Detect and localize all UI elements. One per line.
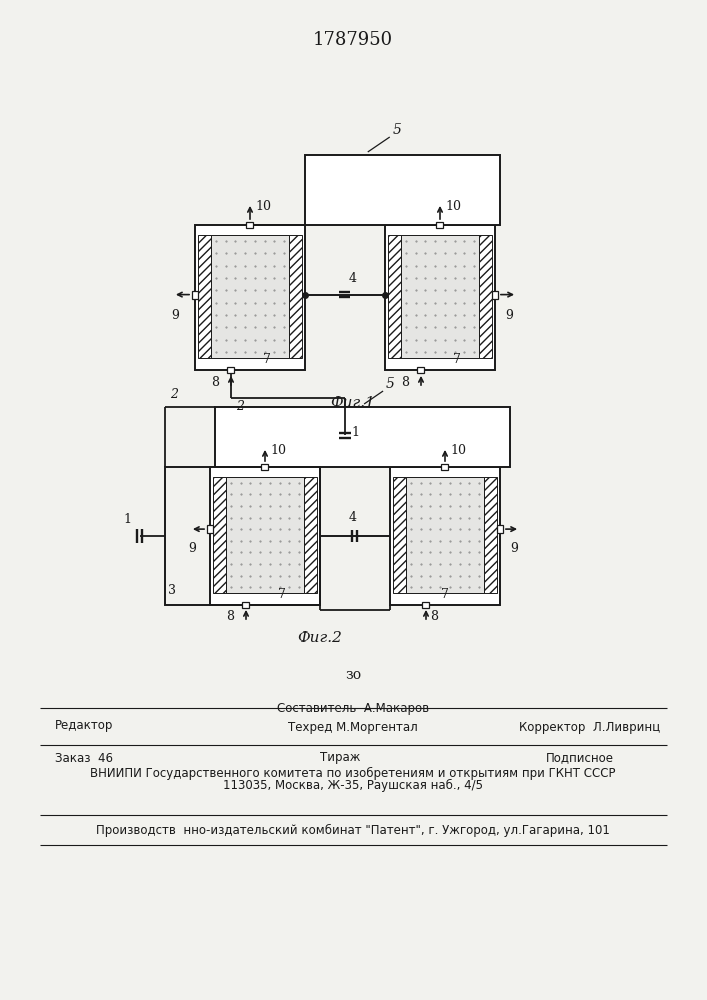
Text: 7: 7	[441, 588, 449, 601]
Bar	[304, 477, 317, 593]
Bar	[418, 367, 424, 373]
Bar	[479, 235, 492, 358]
Text: 5: 5	[393, 123, 402, 137]
Text: 3: 3	[168, 584, 176, 597]
Bar	[484, 477, 497, 593]
Bar	[213, 477, 226, 593]
Text: Заказ  46: Заказ 46	[55, 752, 113, 764]
Text: Производств  нно-издательский комбинат "Патент", г. Ужгород, ул.Гагарина, 101: Производств нно-издательский комбинат "П…	[96, 823, 610, 837]
Text: Корректор  Л.Ливринц: Корректор Л.Ливринц	[520, 720, 660, 734]
Text: 5: 5	[386, 377, 395, 391]
Text: 2: 2	[236, 400, 244, 413]
Bar	[401, 235, 479, 358]
Bar	[192, 291, 198, 299]
Bar	[423, 602, 429, 608]
Text: 10: 10	[445, 200, 461, 214]
Bar	[441, 464, 448, 470]
Text: 7: 7	[278, 588, 286, 601]
Text: 8: 8	[401, 376, 409, 389]
Text: 113035, Москва, Ж-35, Раушская наб., 4/5: 113035, Москва, Ж-35, Раушская наб., 4/5	[223, 778, 483, 792]
Text: 9: 9	[188, 542, 196, 555]
Bar	[388, 235, 401, 358]
Text: 8: 8	[430, 610, 438, 624]
Text: 10: 10	[270, 444, 286, 458]
Bar	[243, 602, 250, 608]
Text: 7: 7	[262, 353, 271, 366]
Bar	[305, 155, 500, 225]
Bar	[436, 222, 443, 228]
Text: Техред М.Моргентал: Техред М.Моргентал	[288, 720, 418, 734]
Text: 4: 4	[349, 511, 357, 524]
Text: 9: 9	[505, 309, 513, 322]
Bar	[228, 367, 235, 373]
Text: 4: 4	[349, 272, 357, 285]
Bar	[207, 525, 213, 533]
Bar	[226, 477, 304, 593]
Text: 2: 2	[170, 388, 178, 401]
Bar	[247, 222, 254, 228]
Bar	[165, 467, 320, 605]
Text: Тираж: Тираж	[320, 752, 360, 764]
Text: 1: 1	[351, 426, 359, 438]
Text: 9: 9	[171, 309, 179, 322]
Bar	[215, 407, 510, 467]
Text: Подписное: Подписное	[546, 752, 614, 764]
Text: Составитель  А.Макаров: Составитель А.Макаров	[277, 702, 429, 715]
Bar	[211, 235, 289, 358]
Bar	[198, 235, 211, 358]
Bar	[289, 235, 302, 358]
Bar	[497, 525, 503, 533]
Bar	[406, 477, 484, 593]
Bar	[492, 291, 498, 299]
Bar	[195, 225, 305, 370]
Text: 1787950: 1787950	[313, 31, 393, 49]
Text: 10: 10	[255, 200, 271, 214]
Bar	[262, 464, 269, 470]
Text: зо: зо	[345, 668, 361, 682]
Text: 7: 7	[452, 353, 460, 366]
Bar	[390, 467, 500, 605]
Bar	[393, 477, 406, 593]
Text: 1: 1	[123, 513, 131, 526]
Text: 10: 10	[450, 444, 466, 458]
Text: 8: 8	[226, 610, 234, 624]
Bar	[385, 225, 495, 370]
Text: 8: 8	[211, 376, 219, 389]
Text: Редактор: Редактор	[55, 718, 113, 732]
Text: ВНИИПИ Государственного комитета по изобретениям и открытиям при ГКНТ СССР: ВНИИПИ Государственного комитета по изоб…	[90, 766, 616, 780]
Text: Фиг.1: Фиг.1	[331, 396, 375, 410]
Bar	[210, 467, 320, 605]
Text: 9: 9	[510, 542, 518, 555]
Text: Фиг.2: Фиг.2	[298, 631, 342, 645]
